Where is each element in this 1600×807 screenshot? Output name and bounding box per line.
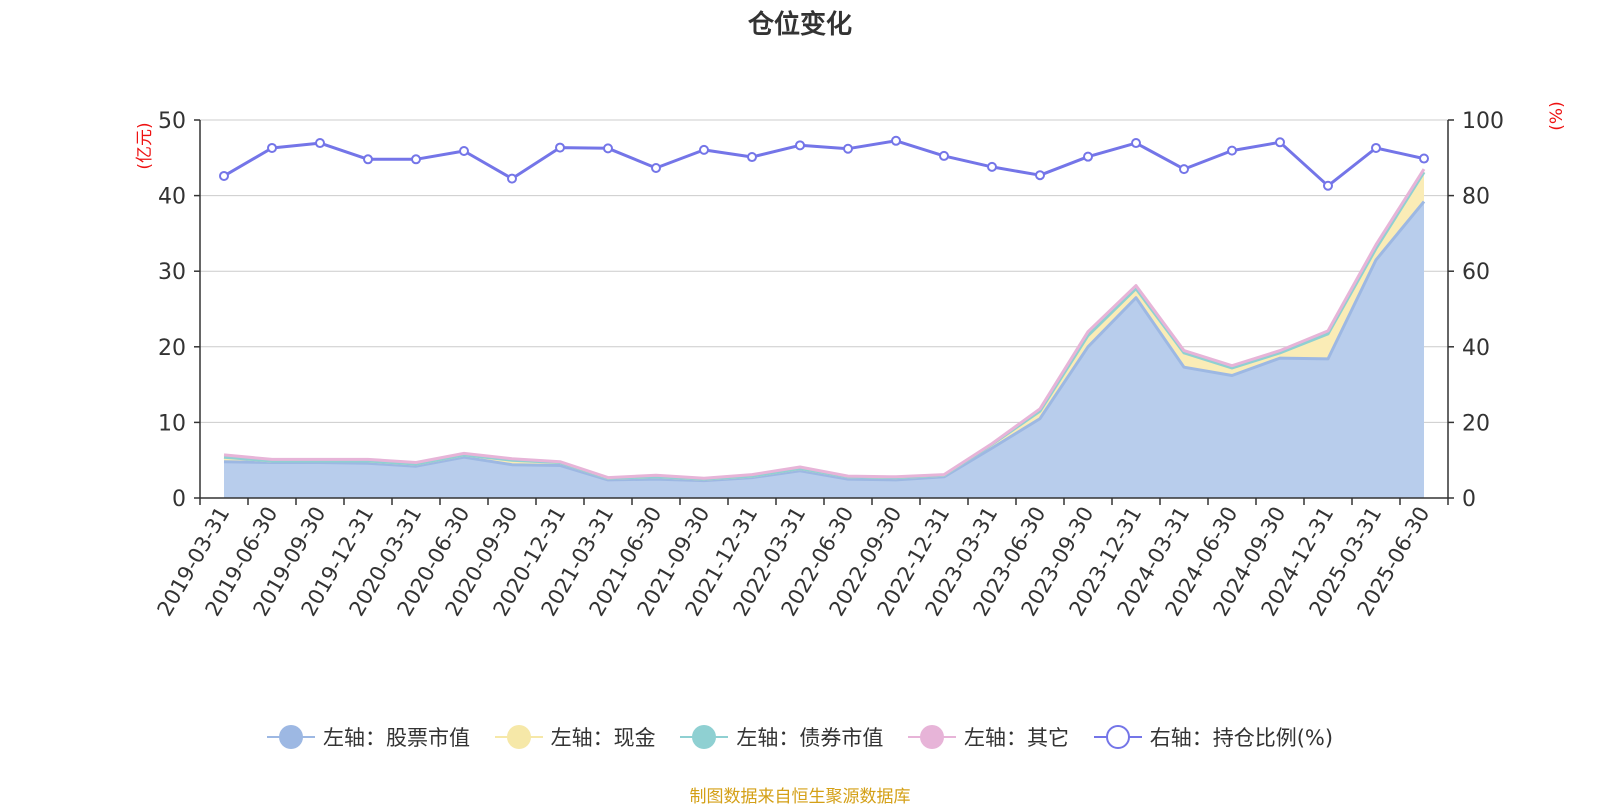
area-左轴：股票市值 <box>224 201 1424 498</box>
right-tick-label: 100 <box>1462 109 1504 134</box>
ratio-point <box>891 135 901 146</box>
ratio-point <box>939 150 949 161</box>
ratio-line <box>223 139 1425 188</box>
right-tick-label: 20 <box>1462 411 1490 436</box>
legend-item-ratio[interactable]: 右轴：持仓比例(%) <box>1093 722 1334 752</box>
left-tick-label: 40 <box>158 185 186 210</box>
ratio-point <box>651 163 661 174</box>
ratio-point <box>1131 138 1141 149</box>
ratio-point <box>1227 145 1237 156</box>
ratio-point <box>1419 153 1429 164</box>
legend-label: 左轴：其它 <box>964 726 1070 750</box>
right-tick-label: 40 <box>1462 336 1490 361</box>
right-tick-label: 60 <box>1462 260 1490 285</box>
legend-item-bond[interactable]: 左轴：债券市值 <box>680 722 883 752</box>
legend-circle-icon <box>680 724 729 750</box>
ratio-point <box>1371 142 1381 153</box>
ratio-point <box>1083 151 1093 162</box>
data-source-note: 制图数据来自恒生聚源数据库 <box>689 787 911 807</box>
legend: 左轴：股票市值 左轴：现金 左轴：债券市值 左轴：其它 右轴：持仓比例(%) <box>0 722 1600 755</box>
ratio-point <box>1035 170 1045 181</box>
ratio-point <box>747 152 757 163</box>
left-tick-label: 10 <box>158 411 186 436</box>
ratio-point <box>1323 180 1333 191</box>
ratio-point <box>1275 137 1285 148</box>
left-tick-label: 30 <box>158 260 186 285</box>
left-tick-label: 50 <box>158 109 186 134</box>
legend-item-other[interactable]: 左轴：其它 <box>908 722 1069 752</box>
chart-title: 仓位变化 <box>747 10 852 40</box>
right-tick-label: 0 <box>1462 487 1476 512</box>
series-line <box>223 168 1426 480</box>
ratio-point <box>363 154 373 165</box>
legend-hollow-circle-icon <box>1093 724 1142 750</box>
left-tick-label: 20 <box>158 336 186 361</box>
legend-circle-icon <box>494 724 543 750</box>
ratio-point <box>843 143 853 154</box>
ratio-point <box>795 140 805 151</box>
legend-label: 左轴：股票市值 <box>322 726 470 750</box>
ratio-point <box>507 173 517 184</box>
legend-label: 左轴：现金 <box>550 726 656 750</box>
legend-circle-icon <box>266 724 315 750</box>
ratio-point <box>219 170 229 181</box>
left-tick-label: 0 <box>172 487 186 512</box>
series-line <box>223 200 1426 483</box>
legend-circle-icon <box>908 724 957 750</box>
legend-label: 右轴：持仓比例(%) <box>1149 726 1334 750</box>
legend-item-stock[interactable]: 左轴：股票市值 <box>266 722 470 752</box>
right-tick-label: 80 <box>1462 185 1490 210</box>
ratio-point <box>411 154 421 165</box>
ratio-point <box>987 161 997 172</box>
right-axis-unit-label: (%) <box>1547 101 1567 130</box>
ratio-point <box>555 142 565 153</box>
ratio-point <box>603 143 613 154</box>
legend-label: 左轴：债券市值 <box>736 726 884 750</box>
ratio-point <box>267 142 277 153</box>
ratio-point <box>315 138 325 149</box>
ratio-point <box>699 144 709 155</box>
ratio-point <box>459 145 469 156</box>
legend-item-cash[interactable]: 左轴：现金 <box>494 722 656 752</box>
ratio-point <box>1179 164 1189 175</box>
left-axis-unit-label: (亿元) <box>135 122 155 169</box>
